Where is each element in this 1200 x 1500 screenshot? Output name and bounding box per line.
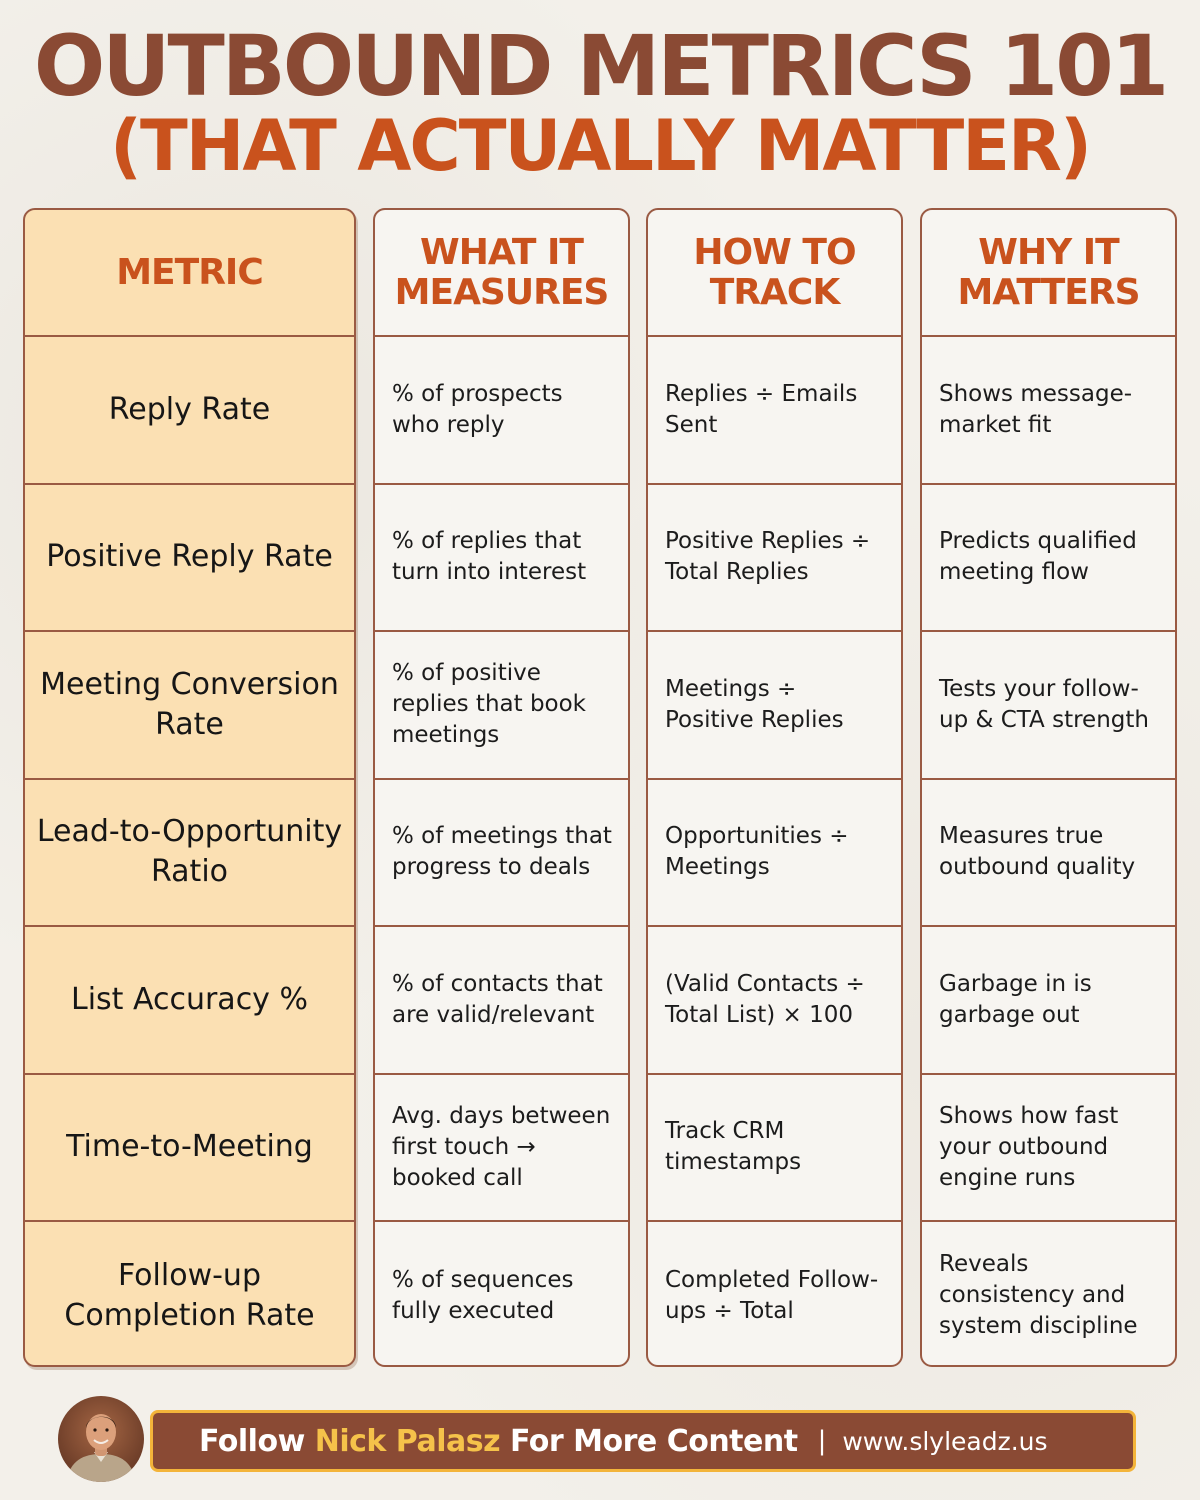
metric-header: METRIC <box>25 210 354 337</box>
why-cell: Predicts qualified meeting flow <box>922 485 1175 632</box>
follow-text: Follow Nick Palasz For More Content <box>199 1424 798 1459</box>
why-cell: Tests your follow-up & CTA strength <box>922 632 1175 780</box>
track-cell: Track CRM timestamps <box>648 1075 901 1222</box>
follow-prefix: Follow <box>199 1423 315 1459</box>
metric-cell: Positive Reply Rate <box>25 485 354 632</box>
track-cell: Meetings ÷ Positive Replies <box>648 632 901 780</box>
metric-cell: Lead-to-Opportunity Ratio <box>25 780 354 927</box>
measures-cell: % of replies that turn into interest <box>375 485 628 632</box>
metric-cell: Reply Rate <box>25 337 354 485</box>
website-link[interactable]: www.slyleadz.us <box>842 1426 1048 1456</box>
metric-cell: List Accuracy % <box>25 927 354 1075</box>
follow-banner[interactable]: Follow Nick Palasz For More Content | ww… <box>150 1410 1136 1472</box>
measures-cell: Avg. days between first touch → booked c… <box>375 1075 628 1222</box>
follow-suffix: For More Content <box>500 1423 798 1459</box>
metric-cell: Time-to-Meeting <box>25 1075 354 1222</box>
track-cell: Replies ÷ Emails Sent <box>648 337 901 485</box>
measures-cell: % of contacts that are valid/relevant <box>375 927 628 1075</box>
footer-separator: | <box>817 1426 827 1456</box>
measures-cell: % of prospects who reply <box>375 337 628 485</box>
why-header: WHY IT MATTERS <box>922 210 1175 337</box>
track-cell: Positive Replies ÷ Total Replies <box>648 485 901 632</box>
why-cell: Reveals consistency and system disciplin… <box>939 1251 1138 1340</box>
measures-header: WHAT IT MEASURES <box>375 210 628 337</box>
measures-cell: % of sequences fully executed <box>392 1266 574 1324</box>
why-cell: Shows how fast your outbound engine runs <box>922 1075 1175 1222</box>
track-column: HOW TO TRACK Replies ÷ Emails Sent Posit… <box>646 208 903 1367</box>
track-header: HOW TO TRACK <box>648 210 901 337</box>
metric-cell: Meeting Conversion Rate <box>25 632 354 780</box>
author-avatar <box>58 1396 144 1482</box>
track-cell: Completed Follow-ups ÷ Total <box>665 1266 879 1324</box>
measures-cell: % of positive replies that book meetings <box>375 632 628 780</box>
metric-column: METRIC Reply Rate Positive Reply Rate Me… <box>23 208 356 1367</box>
person-icon <box>66 1414 136 1482</box>
author-name: Nick Palasz <box>314 1423 501 1459</box>
why-column: WHY IT MATTERS Shows message-market fit … <box>920 208 1177 1367</box>
track-cell: Opportunities ÷ Meetings <box>648 780 901 927</box>
why-cell: Measures true outbound quality <box>922 780 1175 927</box>
why-cell: Garbage in is garbage out <box>922 927 1175 1075</box>
metric-cell: Follow-up Completion Rate <box>64 1257 315 1333</box>
page-title: OUTBOUND METRICS 101 <box>33 17 1169 115</box>
why-cell: Shows message-market fit <box>922 337 1175 485</box>
measures-column: WHAT IT MEASURES % of prospects who repl… <box>373 208 630 1367</box>
page-subtitle: (THAT ACTUALLY MATTER) <box>110 105 1092 187</box>
measures-cell: % of meetings that progress to deals <box>375 780 628 927</box>
track-cell: (Valid Contacts ÷ Total List) × 100 <box>648 927 901 1075</box>
